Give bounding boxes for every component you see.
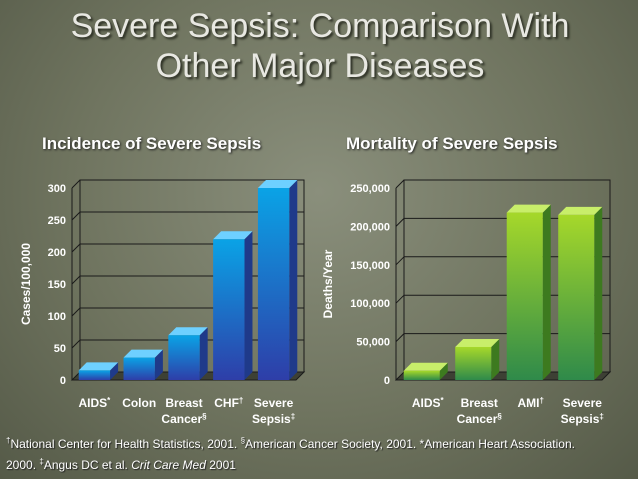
bar-side	[110, 362, 119, 380]
bar-top	[123, 349, 163, 358]
y-tick-label: 150	[48, 279, 66, 291]
bar-side	[289, 180, 298, 380]
footnote-text-1: National Center for Health Statistics, 2…	[10, 437, 241, 451]
x-tick-label: Colon	[122, 396, 156, 410]
y-tick-label: 100	[48, 311, 66, 323]
bar	[403, 370, 440, 380]
footnote-text-4: Angus DC et al.	[43, 458, 132, 472]
x-tick-label: CHF†	[214, 396, 243, 410]
bar-side	[154, 349, 163, 380]
bar-top	[213, 231, 253, 240]
x-tick-label: AIDS*	[79, 396, 112, 410]
bar-top	[403, 362, 448, 371]
x-tick-label-line2: Cancer§	[457, 412, 503, 426]
bar	[257, 188, 290, 380]
x-tick-label-line2: Sepsis‡	[252, 412, 295, 426]
y-tick-label: 250,000	[350, 183, 390, 195]
slide-title-line2: Other Major Diseases	[155, 47, 485, 85]
incidence-chart: 0 50 100 150 200 250 300 Cases/100,000 AIDS* Colo…	[19, 179, 306, 426]
bar-top	[506, 204, 551, 213]
y-tick-label: 100,000	[350, 298, 390, 310]
bar	[168, 335, 200, 380]
y-tick-label: 50	[54, 343, 66, 355]
bar	[123, 357, 155, 380]
bar-side	[244, 231, 253, 380]
incidence-chart-title: Incidence of Severe Sepsis	[42, 134, 262, 153]
mortality-chart-title: Mortality of Severe Sepsis	[346, 134, 558, 153]
x-tick-label: Severe	[563, 396, 603, 410]
footnote-dagger-mark: †	[6, 436, 11, 445]
bar-side	[439, 362, 448, 380]
footnote-journal: Crit Care Med	[131, 458, 206, 472]
bar-top	[558, 206, 603, 215]
bar-side	[542, 204, 551, 380]
x-tick-label-line2: Cancer§	[161, 412, 207, 426]
footnote-section-mark: §	[240, 436, 246, 445]
bar-top	[455, 338, 500, 347]
y-tick-label: 150,000	[350, 260, 390, 272]
y-tick-label: 50,000	[356, 337, 390, 349]
bar-top	[257, 180, 298, 188]
y-tick-label: 0	[384, 375, 390, 387]
x-tick-label: Severe	[254, 396, 294, 410]
footnote-double-dagger-mark: ‡	[39, 457, 44, 466]
gridline-diagonal	[395, 218, 405, 227]
bar	[558, 214, 595, 380]
gridline-diagonal	[395, 333, 405, 342]
bar	[213, 239, 245, 380]
bar	[455, 346, 492, 380]
x-tick-label: Breast	[461, 396, 498, 410]
gridline-diagonal	[71, 275, 81, 285]
y-tick-label: 0	[60, 375, 66, 387]
bar	[78, 370, 111, 380]
gridline-diagonal	[395, 294, 405, 304]
y-tick-label: 200,000	[350, 221, 390, 233]
gridline-diagonal	[71, 179, 81, 189]
gridline-diagonal	[395, 179, 405, 189]
footnote-text-2: American Cancer Society, 2001. *American…	[245, 437, 575, 451]
mortality-chart: 0 50,000 100,000 150,000 200,000 250,000 Death…	[321, 179, 612, 426]
y-tick-label: 300	[48, 183, 66, 195]
gridline-diagonal	[71, 339, 81, 349]
x-tick-label-line2: Sepsis‡	[561, 412, 604, 426]
bar-side	[594, 206, 603, 380]
slide-title-line1: Severe Sepsis: Comparison With	[70, 7, 570, 45]
bar-side	[491, 338, 500, 380]
bar-side	[199, 327, 208, 380]
footnote-text-3: 2000.	[6, 458, 40, 472]
x-tick-label: Breast	[165, 396, 202, 410]
gridline-diagonal	[395, 256, 405, 266]
bar	[506, 212, 543, 380]
bar-top	[78, 362, 119, 371]
bar-top	[168, 327, 208, 336]
footnote: †National Center for Health Statistics, …	[6, 432, 632, 474]
gridline-diagonal	[71, 243, 81, 253]
y-axis-label: Cases/100,000	[19, 243, 33, 325]
footnote-text-5: 2001	[205, 458, 236, 472]
y-tick-label: 200	[48, 247, 66, 259]
y-axis-label: Deaths/Year	[321, 249, 335, 318]
gridline-diagonal	[71, 307, 81, 317]
x-tick-label: AIDS*	[412, 396, 445, 410]
gridline-diagonal	[71, 211, 81, 221]
y-tick-label: 250	[48, 215, 66, 227]
x-tick-label: AMI†	[518, 396, 544, 410]
